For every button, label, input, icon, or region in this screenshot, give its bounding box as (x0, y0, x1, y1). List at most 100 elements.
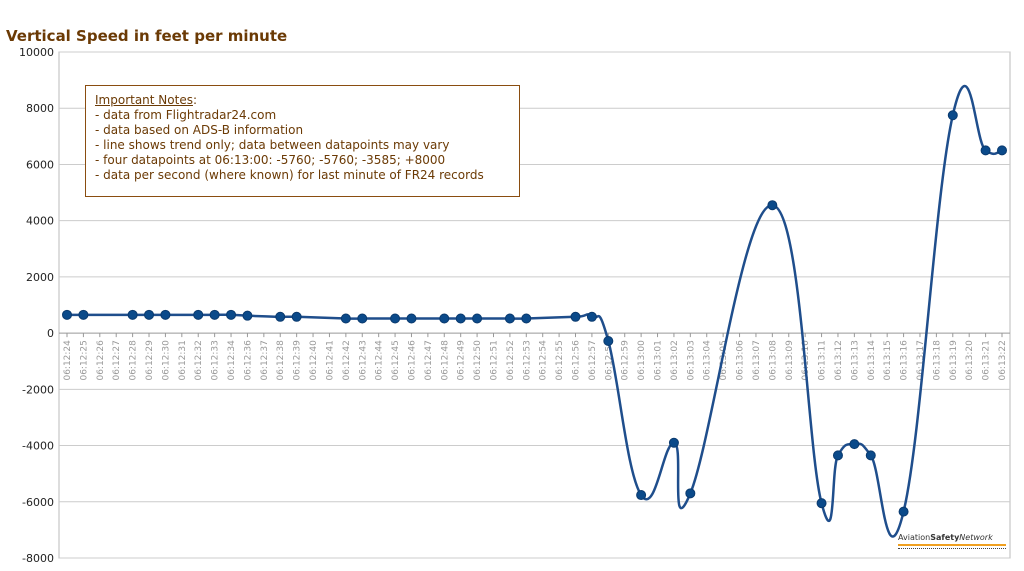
data-point (275, 311, 286, 322)
x-tick-label: 06:13:09 (785, 340, 795, 381)
x-tick-label: 06:13:10 (801, 340, 811, 381)
x-tick-label: 06:12:34 (227, 340, 237, 381)
y-tick-label: 8000 (26, 102, 54, 115)
x-tick-label: 06:12:30 (161, 340, 171, 381)
data-point (849, 439, 860, 450)
x-tick-label: 06:13:21 (982, 340, 992, 380)
x-tick-label: 06:13:22 (998, 340, 1008, 380)
x-tick-label: 06:12:40 (309, 340, 319, 381)
data-point (685, 488, 696, 499)
notes-box: Important Notes: - data from Flightradar… (85, 85, 520, 197)
x-tick-label: 06:13:01 (654, 340, 664, 380)
x-tick-label: 06:12:44 (375, 340, 385, 381)
data-point (997, 145, 1007, 156)
x-tick-label: 06:13:03 (686, 340, 696, 380)
x-tick-label: 06:13:00 (637, 340, 647, 381)
data-point (62, 309, 72, 320)
data-point (193, 309, 204, 320)
y-tick-label: 0 (47, 327, 54, 340)
x-tick-label: 06:12:47 (424, 340, 434, 380)
data-point (570, 311, 581, 322)
aviation-safety-network-logo: AviationSafetyNetwork (898, 533, 1006, 550)
notes-line-2: - data based on ADS-B information (95, 123, 304, 137)
x-tick-label: 06:12:43 (358, 340, 368, 380)
logo-bar (898, 544, 1006, 546)
x-tick-label: 06:12:50 (473, 340, 483, 381)
x-tick-label: 06:12:39 (293, 340, 303, 381)
x-tick-label: 06:12:49 (457, 340, 467, 381)
x-tick-label: 06:12:58 (604, 340, 614, 381)
x-tick-label: 06:13:07 (752, 340, 762, 380)
x-tick-label: 06:12:38 (276, 340, 286, 381)
x-tick-label: 06:13:12 (834, 340, 844, 380)
data-point (340, 313, 351, 324)
data-point (127, 309, 138, 320)
data-point (504, 313, 515, 324)
data-point (865, 450, 876, 461)
x-tick-label: 06:13:08 (768, 340, 778, 381)
x-tick-label: 06:12:27 (112, 340, 122, 380)
x-tick-label: 06:13:20 (965, 340, 975, 381)
x-tick-label: 06:12:32 (194, 340, 204, 380)
data-point (291, 311, 302, 322)
notes-line-4: - four datapoints at 06:13:00: -5760; -5… (95, 153, 446, 167)
x-tick-label: 06:12:36 (243, 340, 253, 381)
data-point (767, 200, 778, 211)
x-tick-label: 06:12:25 (79, 340, 89, 380)
x-tick-label: 06:13:02 (670, 340, 680, 380)
x-tick-label: 06:12:33 (211, 340, 221, 380)
x-tick-label: 06:12:45 (391, 340, 401, 380)
data-point (226, 309, 237, 320)
data-point (78, 309, 89, 320)
data-point (242, 310, 253, 321)
data-point (668, 437, 679, 448)
x-tick-label: 06:12:52 (506, 340, 516, 380)
notes-heading: Important Notes (95, 93, 193, 107)
data-point (603, 335, 614, 346)
logo-dotted-line (898, 548, 1006, 550)
data-point (980, 145, 991, 156)
data-point (816, 498, 827, 509)
data-point (439, 313, 450, 324)
x-tick-label: 06:13:14 (867, 340, 877, 381)
logo-text-3: Network (959, 533, 993, 542)
x-tick-label: 06:12:42 (342, 340, 352, 380)
data-point (586, 311, 597, 322)
logo-text-1: Aviation (898, 533, 931, 542)
y-tick-label: -2000 (22, 383, 54, 396)
y-tick-label: -4000 (22, 440, 54, 453)
data-point (472, 313, 483, 324)
x-tick-label: 06:12:55 (555, 340, 565, 380)
x-tick-label: 06:13:04 (703, 340, 713, 381)
notes-line-3: - line shows trend only; data between da… (95, 138, 450, 152)
data-point (898, 506, 909, 517)
x-tick-label: 06:12:48 (440, 340, 450, 381)
x-tick-label: 06:12:29 (145, 340, 155, 381)
x-tick-label: 06:12:53 (522, 340, 532, 380)
y-axis-tick-labels: 10000 8000 6000 4000 2000 0 -2000 -4000 -6000 -80… (19, 46, 54, 565)
x-tick-label: 06:12:41 (325, 340, 335, 380)
data-point (160, 309, 171, 320)
x-tick-label: 06:13:11 (818, 340, 828, 380)
y-tick-label: 4000 (26, 215, 54, 228)
x-tick-label: 06:13:19 (949, 340, 959, 381)
x-tick-label: 06:12:37 (260, 340, 270, 380)
data-point (390, 313, 401, 324)
x-tick-label: 06:13:16 (900, 340, 910, 381)
data-point (357, 313, 368, 324)
x-tick-label: 06:13:18 (932, 340, 942, 381)
x-tick-label: 06:13:15 (883, 340, 893, 380)
notes-line-1: - data from Flightradar24.com (95, 108, 277, 122)
x-tick-label: 06:13:05 (719, 340, 729, 380)
y-tick-label: -6000 (22, 496, 54, 509)
x-tick-label: 06:12:59 (621, 340, 631, 381)
y-tick-label: 6000 (26, 158, 54, 171)
logo-text-2: Safety (930, 533, 960, 542)
chart-title: Vertical Speed in feet per minute (6, 27, 288, 45)
x-tick-label: 06:13:13 (850, 340, 860, 380)
x-tick-label: 06:12:28 (129, 340, 139, 381)
notes-line-5: - data per second (where known) for last… (95, 168, 484, 182)
y-tick-label: -8000 (22, 552, 54, 565)
y-tick-label: 2000 (26, 271, 54, 284)
data-point (947, 110, 958, 121)
